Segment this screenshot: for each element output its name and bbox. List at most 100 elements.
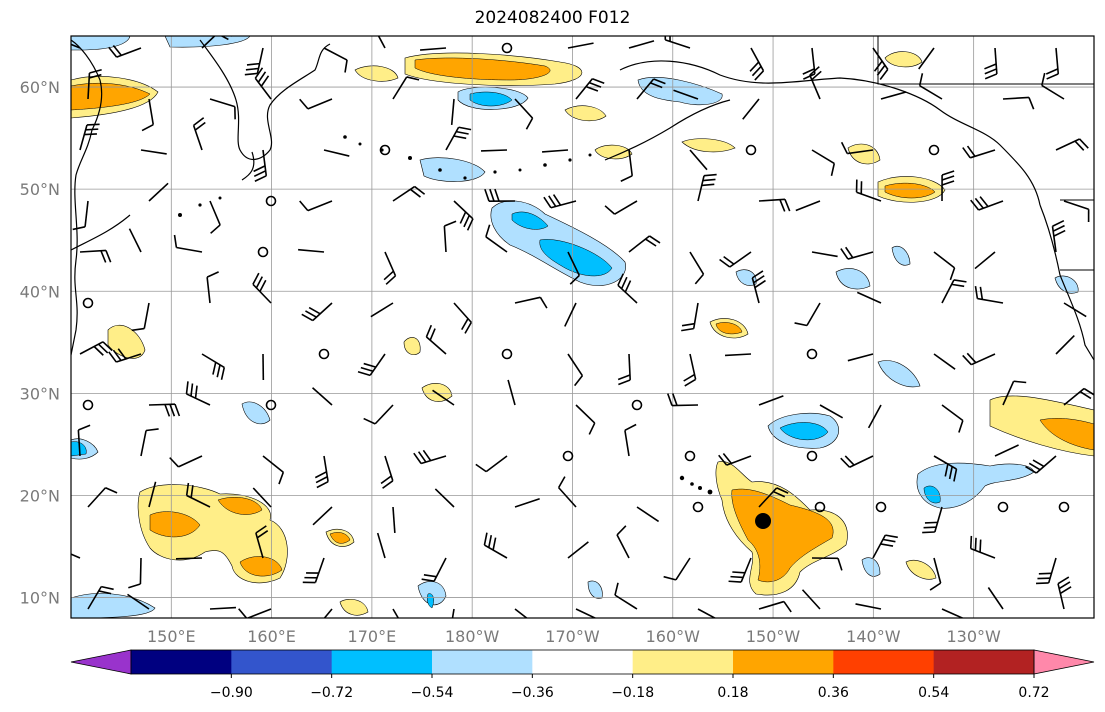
wind-barb [484,188,516,202]
wind-barb [323,47,348,73]
calm-wind-circle [1058,501,1070,513]
wind-barb [663,557,691,581]
lat-tick-label: 60°N [20,78,60,97]
wind-barb [718,453,752,466]
wind-barb [575,608,597,618]
negative-anomaly-patch [637,77,723,106]
negative-anomaly-patch [241,401,271,425]
calm-wind-circle [265,399,277,411]
wind-barb [1002,380,1027,406]
wind-barb [507,379,516,406]
wind-barb [383,251,397,285]
wind-barb [421,557,447,582]
wind-barb [867,404,882,429]
calm-wind-circle [814,501,826,513]
calm-wind-circle [806,450,818,462]
wind-barb [840,246,874,260]
coastline-north-america [1039,204,1094,361]
calm-wind-circle [501,42,513,54]
wind-barb [564,302,577,327]
colorbar-segment [331,650,433,674]
positive-anomaly-core [715,322,743,335]
wind-barb [794,302,821,327]
wind-barb [628,235,661,253]
wind-barb [392,506,396,533]
negative-anomaly-patch [891,245,911,266]
aleutian-islands [178,135,713,495]
wind-barb [795,200,821,212]
calm-wind-circle [928,144,940,156]
negative-anomaly-core [71,441,87,457]
wind-barb [856,291,882,304]
wind-barb [697,608,717,618]
wind-barb [984,47,998,80]
positive-anomaly-patch [564,105,607,122]
wind-barb [840,455,874,468]
wind-barb [323,608,333,618]
positive-anomaly-core [217,497,263,515]
calm-wind-circle [745,144,757,156]
wind-barb [604,200,638,215]
calm-wind-circle [631,399,643,411]
negative-anomaly-patch [835,268,871,290]
wind-barb [298,248,325,253]
wind-barb [819,404,844,419]
wind-barb [683,353,697,387]
wind-barb [514,498,540,508]
wind-barb [933,251,956,281]
wind-barb [811,251,838,258]
wind-barb [79,123,100,151]
positive-anomaly-patch [905,559,937,580]
wind-barb [192,117,206,151]
wind-barb [480,149,508,152]
positive-anomaly-patch [847,143,881,165]
calm-wind-circle [318,348,330,360]
wind-barb [262,455,285,485]
lon-tick-label: 140°W [846,627,901,646]
wind-barb [802,47,816,80]
wind-barb [87,487,118,508]
wind-barb [855,179,882,202]
positive-anomaly-patch [354,65,399,82]
negative-anomaly-core [511,211,549,230]
colorbar-tick-label: 0.54 [918,685,949,701]
calm-wind-circle [257,246,269,258]
wind-barb [872,47,889,80]
colorbar-tick-label: −0.18 [611,685,654,701]
wind-barb [425,324,447,355]
wind-barb [636,506,660,523]
wind-barb [758,198,791,212]
wind-barb [1041,72,1065,100]
negative-anomaly-patch [417,581,447,606]
wind-barb [620,149,634,182]
wind-barb [131,302,150,332]
colorbar-tick-label: −0.36 [511,685,554,701]
positive-anomaly-core [731,488,834,583]
colorbar-segment [733,650,834,674]
lat-tick-label: 10°N [20,589,60,608]
wind-barb [689,251,705,285]
wind-barb [323,149,350,157]
wind-barb [252,487,272,508]
positive-anomaly-patch [403,337,421,355]
wind-barb [185,482,211,508]
wind-barb [617,273,638,304]
wind-barb [148,481,157,508]
coastline-kamchatka [199,39,331,160]
wind-barb [254,67,272,100]
wind-barb [209,606,237,610]
wind-barb [312,387,333,406]
wind-barb [749,47,765,81]
wind-barb [801,589,821,610]
lon-tick-label: 130°W [946,627,1001,646]
positive-anomaly-patch [594,144,633,160]
wind-barb [453,302,473,334]
positive-anomaly-core [71,82,151,111]
wind-barb [453,200,474,231]
negative-anomaly-core [469,91,513,107]
calm-wind-circle [82,399,94,411]
wind-barb [299,98,333,110]
wind-barb [1055,334,1075,355]
wind-barb [728,557,752,583]
longitude-labels: 150°E 160°E 170°E 180°W 170°W 160°W 150°W 140°W… [147,627,1001,646]
